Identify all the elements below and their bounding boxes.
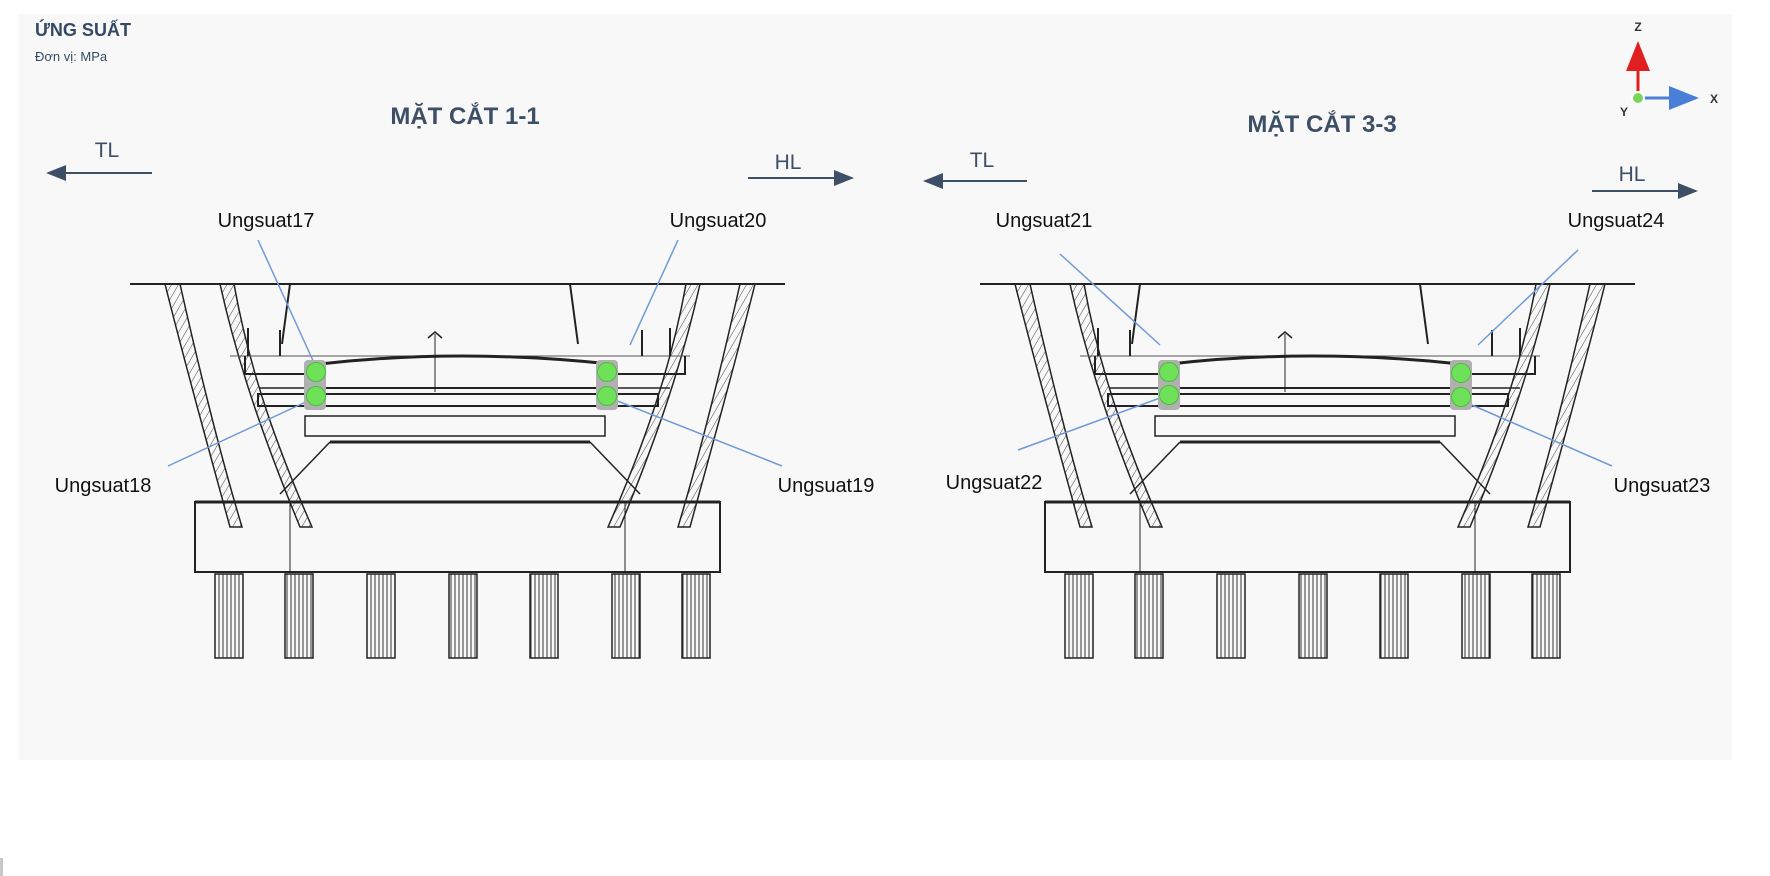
section-1-title: MẶT CẮT 1-1 xyxy=(390,102,539,130)
y-axis-label: Y xyxy=(1620,105,1628,119)
section-2-right-direction: HL xyxy=(1619,163,1646,186)
page-title: ỨNG SUẤT xyxy=(35,20,131,40)
axes-widget: Z X Y xyxy=(1620,20,1718,119)
leader-line xyxy=(257,239,316,366)
leader-line xyxy=(614,399,783,467)
sensor-ungsuat20[interactable] xyxy=(597,362,617,382)
section-2-left-direction: TL xyxy=(970,149,995,172)
sensor-ungsuat18[interactable] xyxy=(306,386,326,406)
sensor-label-ungsuat18: Ungsuat18 xyxy=(55,475,152,497)
sensor-label-ungsuat20: Ungsuat20 xyxy=(670,210,767,232)
scroll-edge xyxy=(0,858,3,876)
leader-line xyxy=(167,399,311,467)
sensor-ungsuat21[interactable] xyxy=(1159,362,1179,382)
leader-line xyxy=(1017,397,1161,451)
x-axis-label: X xyxy=(1710,92,1718,106)
sensor-ungsuat17[interactable] xyxy=(306,362,326,382)
section-2-title: MẶT CẮT 3-3 xyxy=(1247,110,1396,138)
section-1-piles xyxy=(214,573,711,659)
sensor-ungsuat19[interactable] xyxy=(597,386,617,406)
section-1-left-direction: TL xyxy=(95,139,120,162)
sensor-label-ungsuat23: Ungsuat23 xyxy=(1614,475,1711,497)
sensor-label-ungsuat21: Ungsuat21 xyxy=(996,210,1093,232)
section-1-structure xyxy=(128,282,787,659)
leader-line xyxy=(1477,249,1579,346)
section-1-right-direction: HL xyxy=(775,151,802,174)
leader-line xyxy=(1059,253,1161,346)
unit-label: Đơn vị: MPa xyxy=(35,49,108,64)
section-2-piles xyxy=(1064,573,1561,659)
sensor-label-ungsuat22: Ungsuat22 xyxy=(946,472,1043,494)
sensor-ungsuat22[interactable] xyxy=(1159,385,1179,405)
sensor-label-ungsuat17: Ungsuat17 xyxy=(218,210,315,232)
sensor-label-ungsuat19: Ungsuat19 xyxy=(778,475,875,497)
sensor-ungsuat23[interactable] xyxy=(1451,387,1471,407)
section-2-structure xyxy=(978,282,1637,659)
leader-line xyxy=(1464,401,1613,467)
leader-line xyxy=(629,239,679,346)
y-axis-icon xyxy=(1631,91,1645,105)
z-axis-label: Z xyxy=(1634,20,1641,34)
sensor-ungsuat24[interactable] xyxy=(1451,363,1471,383)
sensor-label-ungsuat24: Ungsuat24 xyxy=(1568,210,1665,232)
